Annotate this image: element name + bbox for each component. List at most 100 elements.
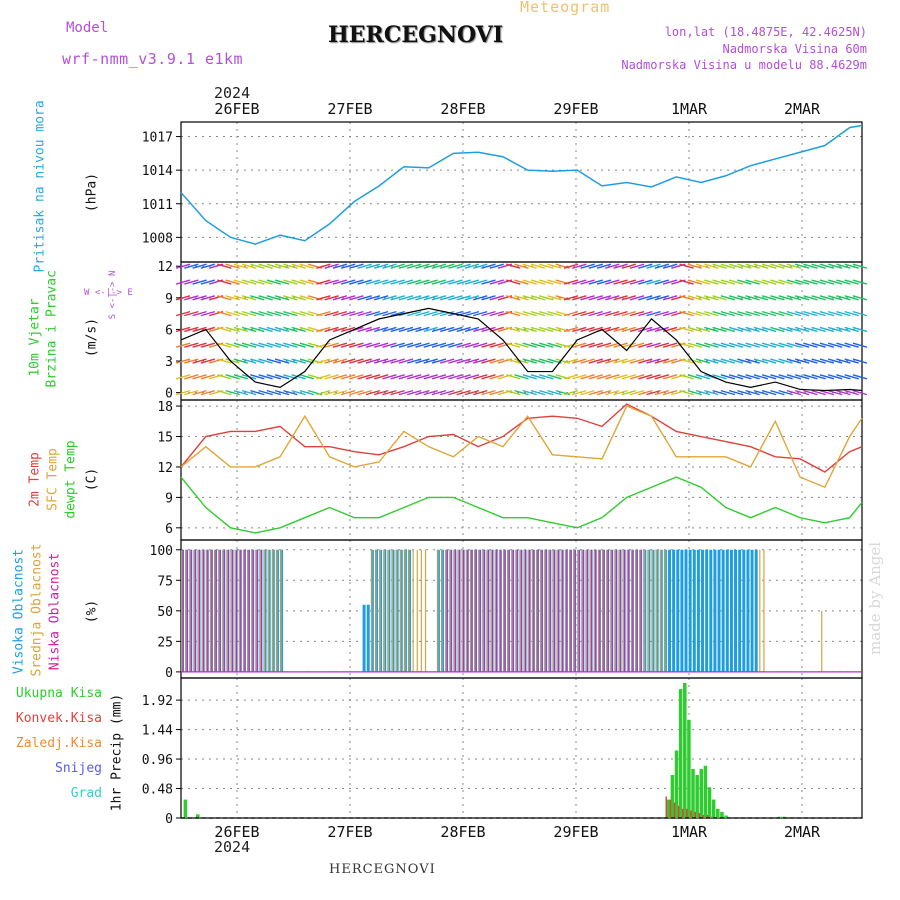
wind-arrow	[547, 342, 562, 348]
wind-arrow	[217, 389, 232, 396]
temp2m-axis-label: 2m Temp	[27, 452, 43, 507]
wind-arrow	[340, 389, 356, 396]
day-tick-label-top: 2MAR	[784, 100, 821, 118]
wind-arrow	[266, 342, 282, 348]
y-tick-label: 9	[165, 491, 173, 506]
wind-arrow	[233, 279, 249, 285]
cloud-high-axis-label: Visoka Oblacnost	[11, 548, 27, 675]
wind-arrow	[225, 374, 240, 380]
wind-arrow	[448, 358, 463, 364]
wind-arrow	[324, 358, 339, 364]
wind-arrow	[324, 389, 339, 396]
wind-arrow	[638, 358, 653, 364]
wind-arrow	[580, 279, 595, 285]
wind-arrow	[770, 263, 785, 269]
wind-arrow	[836, 389, 851, 396]
wind-arrow	[745, 326, 760, 333]
wind-arrow	[761, 295, 777, 301]
precip-total-bar	[777, 816, 782, 818]
wind-arrow	[175, 358, 191, 364]
wind-arrow	[704, 326, 719, 333]
wind-arrow	[547, 310, 562, 317]
precip-conv-bar	[669, 799, 672, 818]
wind-arrow	[621, 263, 637, 269]
wind-arrow	[357, 389, 372, 396]
wind-arrow	[778, 279, 793, 285]
precip-total-bar	[683, 682, 687, 818]
wind-arrow	[274, 310, 290, 317]
wind-arrow	[753, 389, 769, 396]
wind-arrow	[390, 342, 405, 348]
wind-arrow	[184, 374, 199, 380]
wind-arrow	[588, 279, 603, 285]
wind-arrow	[448, 342, 463, 348]
wind-arrow	[539, 295, 554, 301]
made-by-credit: made by Angel	[866, 541, 884, 655]
wind-arrow	[431, 374, 447, 380]
wind-arrow	[819, 295, 835, 301]
wind-arrow	[291, 374, 306, 380]
wind-arrow	[225, 263, 240, 269]
wind-arrow	[506, 389, 521, 396]
wind-arrow	[580, 326, 595, 333]
wind-arrow	[596, 295, 612, 301]
wind-arrow	[250, 326, 265, 333]
wind-arrow	[852, 263, 868, 269]
wind-arrow	[563, 342, 579, 348]
wind-arrow	[819, 326, 835, 333]
wind-arrow	[316, 389, 331, 396]
y-tick-label: 1.92	[142, 694, 173, 709]
wind-arrow	[406, 389, 422, 396]
precip-total-bar	[196, 814, 200, 818]
wind-arrow	[811, 263, 826, 269]
wind-arrow	[588, 374, 603, 380]
wind-arrow	[283, 358, 298, 364]
wind-arrow	[737, 374, 752, 380]
precip-conv-bar	[682, 808, 684, 818]
wind-arrow	[613, 310, 628, 317]
precip-total-bar	[183, 799, 188, 818]
wind-arrow	[390, 326, 405, 333]
wind-arrow	[852, 374, 868, 380]
wind-arrow	[192, 358, 207, 364]
wind-arrow	[827, 342, 843, 348]
wind-arrow	[852, 279, 868, 285]
y-tick-label: 50	[157, 605, 173, 620]
wind-arrow	[184, 279, 199, 285]
year-label-bottom: 2024	[214, 838, 251, 856]
wind-arrow	[200, 374, 216, 380]
wind-arrow	[514, 389, 529, 396]
wind-axis-label-2: Brzina i Pravac	[44, 270, 60, 388]
wind-arrow	[241, 279, 257, 285]
elevation-info: Nadmorska Visina 60m	[722, 42, 868, 56]
wind-arrow	[316, 279, 331, 285]
wind-arrow	[778, 310, 793, 317]
wind-arrow	[274, 374, 290, 380]
wind-arrow	[687, 326, 703, 333]
wind-arrow	[200, 295, 216, 301]
wind-arrow	[274, 279, 290, 285]
wind-arrow	[357, 279, 372, 285]
wind-arrow	[794, 263, 810, 269]
wind-arrow	[200, 342, 216, 348]
wind-arrow	[811, 374, 826, 380]
wind-arrow	[415, 374, 430, 380]
wind-arrow	[473, 389, 488, 396]
day-tick-label-bottom: 26FEB	[214, 823, 259, 841]
wind-arrow	[720, 342, 736, 348]
wind-arrow	[233, 374, 249, 380]
wind-arrow	[621, 358, 637, 364]
wind-arrow	[638, 326, 653, 333]
wind-arrow	[266, 295, 282, 301]
wind-arrow	[299, 342, 315, 348]
wind-arrow	[506, 295, 521, 301]
wind-arrow	[794, 342, 810, 348]
wind-arrow	[530, 389, 546, 396]
wind-arrow	[794, 279, 810, 285]
wind-arrow	[737, 342, 752, 348]
wind-arrow	[431, 358, 447, 364]
pressure-unit-label: (hPa)	[84, 172, 100, 213]
wind-arrow	[580, 263, 595, 269]
wind-arrow	[712, 310, 727, 317]
wind-arrow	[373, 310, 389, 317]
